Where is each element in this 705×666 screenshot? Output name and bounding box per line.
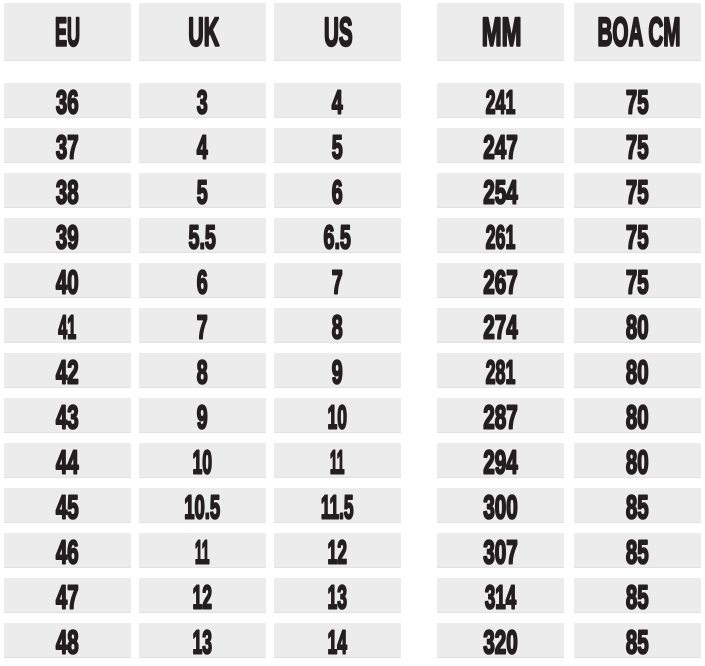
svg-text:BOA CM: BOA CM [597,10,680,54]
svg-text:47: 47 [56,579,79,616]
svg-text:13: 13 [327,579,347,616]
svg-text:7: 7 [197,309,208,346]
svg-text:9: 9 [332,354,343,391]
svg-text:41: 41 [58,309,76,346]
svg-text:261: 261 [486,219,516,256]
svg-text:6: 6 [197,264,208,301]
svg-text:5: 5 [197,174,208,211]
svg-text:294: 294 [483,444,518,481]
svg-text:UK: UK [188,10,219,54]
svg-text:80: 80 [626,444,649,481]
svg-text:13: 13 [192,624,212,661]
svg-text:44: 44 [56,444,79,481]
svg-text:85: 85 [626,534,649,571]
svg-text:MM: MM [482,10,522,54]
svg-text:4: 4 [332,84,343,121]
svg-text:45: 45 [56,489,79,526]
svg-text:12: 12 [192,579,212,616]
svg-text:80: 80 [626,399,649,436]
svg-text:4: 4 [197,129,208,166]
svg-text:3: 3 [197,84,208,121]
svg-text:6.5: 6.5 [324,219,351,256]
svg-text:287: 287 [483,399,518,436]
svg-text:11: 11 [330,444,345,481]
svg-text:75: 75 [626,84,649,121]
svg-text:6: 6 [332,174,343,211]
svg-text:85: 85 [626,489,649,526]
svg-text:EU: EU [55,10,80,54]
svg-text:36: 36 [56,84,79,121]
svg-text:75: 75 [626,219,649,256]
svg-text:241: 241 [486,84,516,121]
svg-text:300: 300 [483,489,518,526]
svg-text:274: 274 [483,309,518,346]
svg-text:5: 5 [332,129,343,166]
svg-text:40: 40 [56,264,79,301]
svg-text:10: 10 [192,444,212,481]
svg-text:267: 267 [483,264,518,301]
svg-text:37: 37 [56,129,79,166]
svg-text:8: 8 [197,354,208,391]
svg-text:314: 314 [485,579,517,616]
svg-text:39: 39 [56,219,79,256]
svg-text:75: 75 [626,129,649,166]
svg-text:85: 85 [626,624,649,661]
svg-text:5.5: 5.5 [189,219,216,256]
svg-text:80: 80 [626,309,649,346]
svg-text:11.5: 11.5 [321,489,354,526]
svg-text:254: 254 [483,174,518,211]
svg-text:43: 43 [56,399,79,436]
svg-text:10: 10 [327,399,347,436]
svg-text:12: 12 [327,534,347,571]
svg-text:14: 14 [327,624,347,661]
svg-text:11: 11 [195,534,210,571]
svg-text:247: 247 [483,129,518,166]
svg-text:38: 38 [56,174,79,211]
svg-text:75: 75 [626,264,649,301]
svg-text:46: 46 [56,534,79,571]
svg-text:85: 85 [626,579,649,616]
svg-text:75: 75 [626,174,649,211]
svg-text:8: 8 [332,309,343,346]
svg-text:9: 9 [197,399,208,436]
svg-text:US: US [324,10,353,54]
svg-text:42: 42 [56,354,79,391]
svg-text:307: 307 [483,534,518,571]
svg-text:48: 48 [56,624,79,661]
svg-text:320: 320 [483,624,518,661]
svg-text:7: 7 [332,264,343,301]
svg-text:281: 281 [486,354,516,391]
svg-text:10.5: 10.5 [184,489,220,526]
svg-text:80: 80 [626,354,649,391]
